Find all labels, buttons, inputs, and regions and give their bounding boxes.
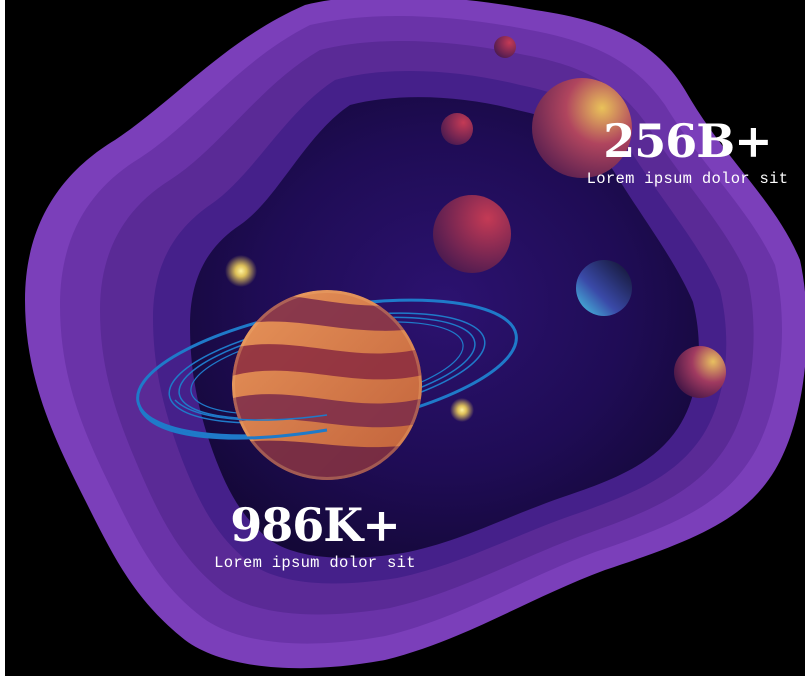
stat-value: 986K+ <box>230 498 401 552</box>
star-glow-icon <box>225 255 257 287</box>
planet-icon <box>532 78 632 178</box>
space-illustration <box>25 0 805 669</box>
planet-icon <box>576 260 632 316</box>
stat-caption: Lorem ipsum dolor sit <box>586 170 789 188</box>
planet-icon <box>433 195 511 273</box>
stat-caption: Lorem ipsum dolor sit <box>214 554 416 572</box>
stat-card-stars: 986K+ Lorem ipsum dolor sit <box>205 502 425 572</box>
planet-icon <box>494 36 516 58</box>
stat-card-planets: 256B+ Lorem ipsum dolor sit <box>575 118 800 188</box>
stat-value: 256B+ <box>603 114 772 168</box>
planet-icon <box>441 113 473 145</box>
planet-icon <box>674 346 726 398</box>
space-illustration-frame: 256B+ Lorem ipsum dolor sit 986K+ Lorem … <box>5 0 805 676</box>
star-glow-icon <box>450 398 474 422</box>
